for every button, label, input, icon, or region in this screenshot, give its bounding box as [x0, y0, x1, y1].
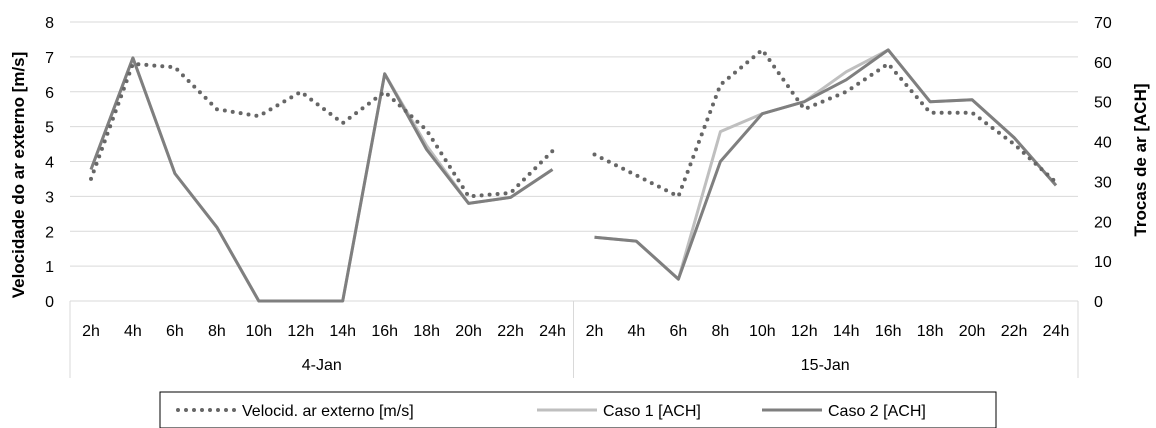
y-left-tick-label: 8 — [45, 15, 54, 32]
x-tick-label: 10h — [749, 323, 776, 340]
x-tick-label: 6h — [166, 323, 184, 340]
x-tick-label: 12h — [791, 323, 818, 340]
series-line-velocid-ar-externo-m-s — [89, 61, 555, 199]
x-tick-label: 20h — [959, 323, 986, 340]
y-right-tick-label: 70 — [1094, 15, 1112, 32]
legend: Velocid. ar externo [m/s] Caso 1 [ACH] Cas… — [159, 391, 997, 428]
x-tick-label: 16h — [371, 323, 398, 340]
x-tick-label: 12h — [287, 323, 314, 340]
y-right-tick-label: 40 — [1094, 135, 1112, 152]
y-left-tick-label: 7 — [45, 50, 54, 67]
x-tick-label: 22h — [497, 323, 524, 340]
y-axis-right-title: Trocas de ar [ACH] — [1131, 83, 1150, 236]
x-tick-label: 8h — [711, 323, 729, 340]
y-right-tick-label: 50 — [1094, 95, 1112, 112]
legend-label: Velocid. ar externo [m/s] — [242, 403, 414, 420]
legend-label: Caso 2 [ACH] — [828, 403, 926, 420]
x-group-label: 4-Jan — [302, 357, 342, 374]
x-tick-label: 24h — [539, 323, 566, 340]
y-right-tick-label: 0 — [1094, 294, 1103, 311]
x-tick-label: 16h — [875, 323, 902, 340]
x-tick-label: 14h — [329, 323, 356, 340]
y-left-tick-label: 2 — [45, 224, 54, 241]
y-left-tick-label: 5 — [45, 120, 54, 137]
series-line-caso-1-ach — [594, 48, 1058, 281]
x-tick-label: 18h — [917, 323, 944, 340]
y-right-tick-label: 30 — [1094, 174, 1112, 191]
series-lines — [89, 47, 1058, 303]
x-tick-label: 2h — [586, 323, 604, 340]
y-axis-right-ticks: 0 10 20 30 40 50 60 70 — [1094, 15, 1112, 311]
y-left-tick-label: 3 — [45, 189, 54, 206]
x-group-label: 15-Jan — [801, 357, 850, 374]
series-line-caso-2-ach — [89, 56, 554, 303]
x-tick-label: 6h — [669, 323, 687, 340]
x-tick-label: 8h — [208, 323, 226, 340]
y-right-tick-label: 60 — [1094, 55, 1112, 72]
y-left-tick-label: 4 — [45, 155, 54, 172]
series-line-caso-1-ach — [89, 56, 554, 303]
series-line-velocid-ar-externo-m-s — [592, 47, 1058, 199]
y-axis-left-ticks: 0 1 2 3 4 5 6 7 8 — [45, 15, 54, 311]
y-left-tick-label: 0 — [45, 294, 54, 311]
y-left-tick-label: 1 — [45, 259, 54, 276]
y-right-tick-label: 10 — [1094, 254, 1112, 271]
x-tick-label: 2h — [82, 323, 100, 340]
x-tick-label: 4h — [628, 323, 646, 340]
x-axis: 2h 4h 6h 8h 10h 12h 14h 16h 18h 20h 22h 24h 4-Jan 2h 4… — [69, 300, 1079, 378]
x-tick-label: 22h — [1001, 323, 1028, 340]
y-right-tick-label: 20 — [1094, 214, 1112, 231]
x-tick-label: 4h — [124, 323, 142, 340]
series-line-caso-2-ach — [594, 48, 1058, 281]
gridlines — [70, 21, 1078, 267]
x-tick-label: 20h — [455, 323, 482, 340]
y-left-tick-label: 6 — [45, 85, 54, 102]
legend-label: Caso 1 [ACH] — [603, 403, 701, 420]
x-tick-label: 24h — [1043, 323, 1070, 340]
y-axis-left-title: Velocidade do ar externo [m/s] — [9, 52, 28, 299]
x-tick-label: 18h — [413, 323, 440, 340]
x-tick-label: 14h — [833, 323, 860, 340]
x-tick-label: 10h — [245, 323, 272, 340]
